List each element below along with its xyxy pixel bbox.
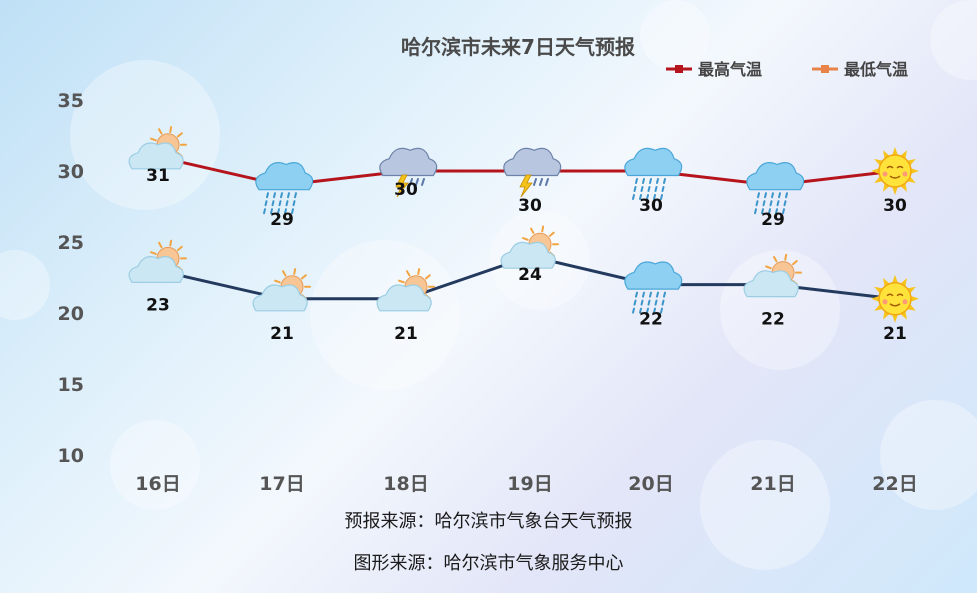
partly-cloudy-icon (500, 225, 559, 269)
rain-icon (624, 147, 683, 200)
x-axis: 16日 17日 18日 19日 20日 21日 22日 (135, 473, 917, 495)
x-tick-label: 17日 (259, 473, 304, 495)
data-label-low: 23 (146, 295, 170, 315)
partly-cloudy-icon (128, 239, 187, 283)
partly-cloudy-icon (743, 253, 802, 298)
data-label-low: 22 (639, 310, 663, 330)
sun-icon (871, 147, 919, 195)
partly-cloudy-icon (128, 126, 187, 170)
rain-icon (255, 162, 314, 215)
legend-label-high: 最高气温 (698, 60, 762, 79)
data-label-low: 22 (761, 310, 785, 330)
graphic-source: 图形来源：哈尔滨市气象服务中心 (353, 553, 624, 574)
y-tick-label: 20 (58, 303, 84, 325)
y-tick-label: 35 (58, 90, 84, 112)
y-tick-label: 30 (58, 161, 84, 183)
x-tick-label: 16日 (135, 473, 180, 495)
forecast-source: 预报来源：哈尔滨市气象台天气预报 (344, 511, 633, 532)
data-label-high: 31 (146, 166, 170, 186)
thunderstorm-icon (503, 147, 562, 198)
chart-title: 哈尔滨市未来7日天气预报 (401, 35, 635, 59)
y-axis: 10 15 20 25 30 35 (58, 90, 84, 467)
legend: 最高气温 最低气温 (666, 60, 908, 79)
data-label-low: 24 (518, 265, 542, 285)
thunderstorm-icon (379, 147, 438, 198)
rain-icon (624, 261, 683, 314)
data-label-low: 21 (270, 324, 294, 344)
weather-icons (128, 126, 919, 323)
data-label-low: 21 (883, 324, 907, 344)
x-tick-label: 20日 (628, 473, 673, 495)
y-tick-label: 25 (58, 232, 84, 254)
sun-icon (871, 274, 919, 323)
data-label-high: 30 (518, 196, 542, 216)
rain-icon (746, 162, 805, 215)
data-label-high: 29 (270, 210, 294, 230)
legend-marker-low (821, 65, 829, 73)
data-label-low: 21 (394, 324, 418, 344)
data-label-high: 30 (883, 196, 907, 216)
x-tick-label: 18日 (383, 473, 428, 495)
y-tick-label: 10 (58, 445, 84, 467)
y-tick-label: 15 (58, 374, 84, 396)
x-tick-label: 19日 (507, 473, 552, 495)
data-labels: 31 29 30 30 30 29 30 23 21 21 24 22 22 21 (146, 166, 907, 344)
x-tick-label: 21日 (750, 473, 795, 495)
partly-cloudy-icon (252, 268, 311, 312)
legend-marker-high (675, 65, 683, 73)
data-label-high: 30 (639, 196, 663, 216)
legend-label-low: 最低气温 (844, 60, 908, 79)
x-tick-label: 22日 (872, 473, 917, 495)
data-label-high: 30 (394, 180, 418, 200)
data-label-high: 29 (761, 210, 785, 230)
partly-cloudy-icon (376, 268, 435, 312)
